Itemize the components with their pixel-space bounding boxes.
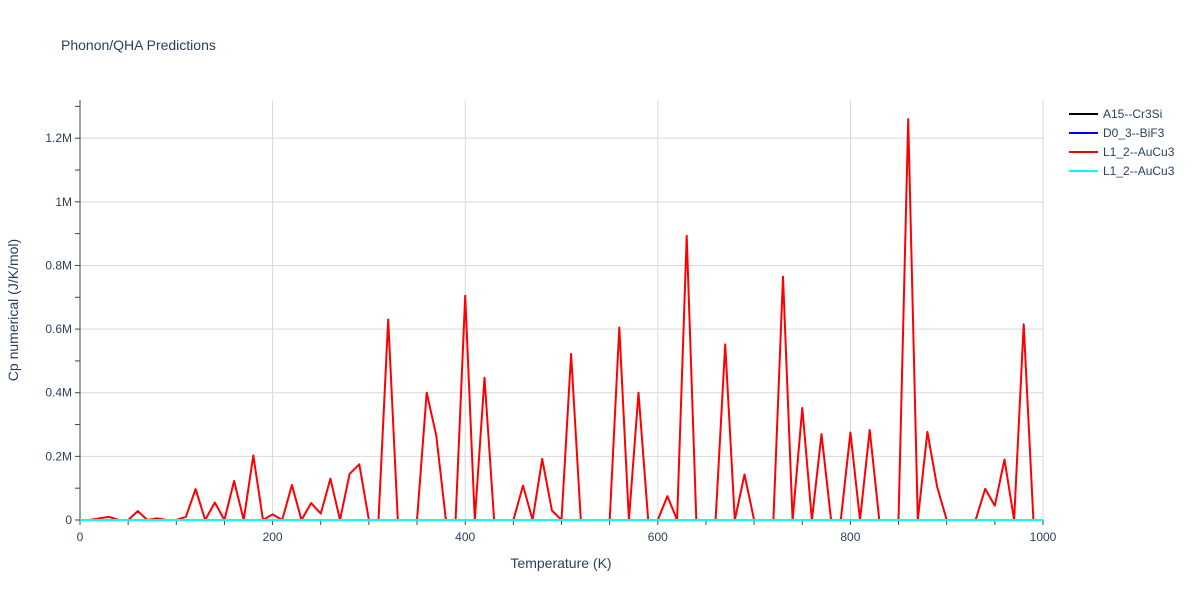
y-tick-label: 1.2M <box>45 131 72 145</box>
axes <box>79 100 1043 521</box>
y-axis-label: Cp numerical (J/K/mol) <box>5 239 21 381</box>
x-tick-label: 800 <box>840 530 860 544</box>
y-tick-label: 1M <box>55 195 72 209</box>
legend-item[interactable]: L1_2--AuCu3 <box>1069 145 1175 159</box>
grid <box>80 100 1044 520</box>
legend-item[interactable]: D0_3--BiF3 <box>1069 126 1165 140</box>
y-tick-label: 0.4M <box>45 386 72 400</box>
legend-label: L1_2--AuCu3 <box>1103 145 1175 159</box>
x-axis-label: Temperature (K) <box>510 555 611 571</box>
legend-item[interactable]: L1_2--AuCu3 <box>1069 164 1175 178</box>
x-tick-label: 0 <box>77 530 84 544</box>
y-tick-label: 0 <box>65 513 72 527</box>
series-line-2 <box>80 118 1035 521</box>
y-tick-label: 0.8M <box>45 258 72 272</box>
x-tick-label: 1000 <box>1030 530 1057 544</box>
chart-title: Phonon/QHA Predictions <box>61 37 216 53</box>
legend-label: L1_2--AuCu3 <box>1103 164 1175 178</box>
x-tick-label: 600 <box>648 530 668 544</box>
x-tick-label: 400 <box>455 530 475 544</box>
legend-item[interactable]: A15--Cr3Si <box>1069 107 1162 121</box>
x-tick-label: 200 <box>263 530 283 544</box>
y-tick-label: 0.2M <box>45 449 72 463</box>
legend-label: A15--Cr3Si <box>1103 107 1162 121</box>
legend-label: D0_3--BiF3 <box>1103 126 1165 140</box>
series-lines <box>80 118 1043 521</box>
legend[interactable]: A15--Cr3Si D0_3--BiF3 L1_2--AuCu3 L1_2--AuC… <box>1069 107 1175 178</box>
y-tick-label: 0.6M <box>45 322 72 336</box>
ticks: 0 200 400 600 800 1000 0 0.2M 0.4M 0.6M 0.8M 1M 1.2M <box>45 105 1057 544</box>
